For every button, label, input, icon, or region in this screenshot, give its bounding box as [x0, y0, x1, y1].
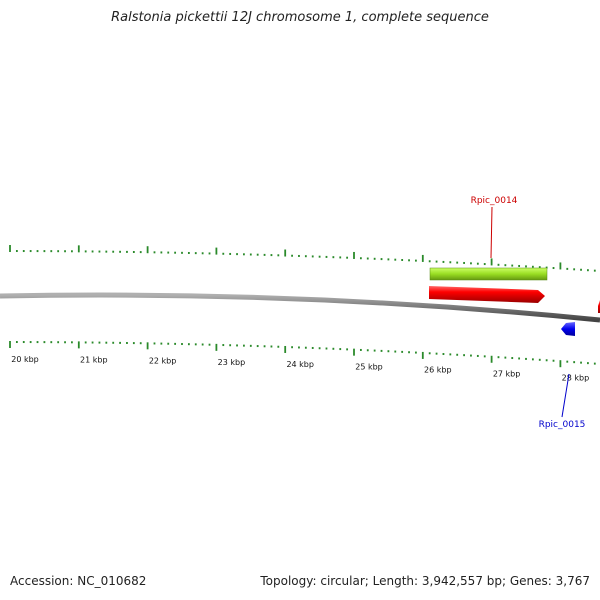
upper-tick-track	[9, 245, 596, 272]
gene-arrow-rpic-0014[interactable]	[429, 286, 545, 303]
scale-label: 26 kbp	[424, 366, 452, 375]
scale-label: 24 kbp	[286, 360, 314, 369]
scale-labels: 20 kbp 21 kbp 22 kbp 23 kbp 24 kbp 25 kbp 26 k…	[11, 355, 589, 382]
map-title: Ralstonia pickettii 12J chromosome 1, co…	[111, 10, 489, 25]
gene-label-rpic-0014[interactable]: Rpic_0014	[471, 196, 518, 206]
scale-label: 22 kbp	[149, 356, 177, 365]
rpic-0014-leader-line	[490, 206, 493, 259]
gene-label-rpic-0015[interactable]: Rpic_0015	[539, 420, 586, 430]
scale-label: 25 kbp	[355, 363, 383, 372]
chromosome-backbone	[0, 292, 600, 323]
accession-text: Accession: NC_010682	[10, 574, 147, 588]
gene-arrow-rpic-0015[interactable]	[561, 322, 575, 336]
highlight-feature-bar[interactable]	[429, 267, 548, 281]
scale-label: 28 kbp	[562, 373, 590, 382]
scale-label: 21 kbp	[80, 355, 108, 364]
rpic-0015-leader-line	[561, 373, 570, 418]
scale-label: 27 kbp	[493, 369, 521, 378]
lower-tick-track	[9, 341, 596, 368]
scale-label: 23 kbp	[218, 358, 246, 367]
scale-label: 20 kbp	[11, 355, 39, 364]
topology-summary-text: Topology: circular; Length: 3,942,557 bp…	[260, 574, 590, 588]
